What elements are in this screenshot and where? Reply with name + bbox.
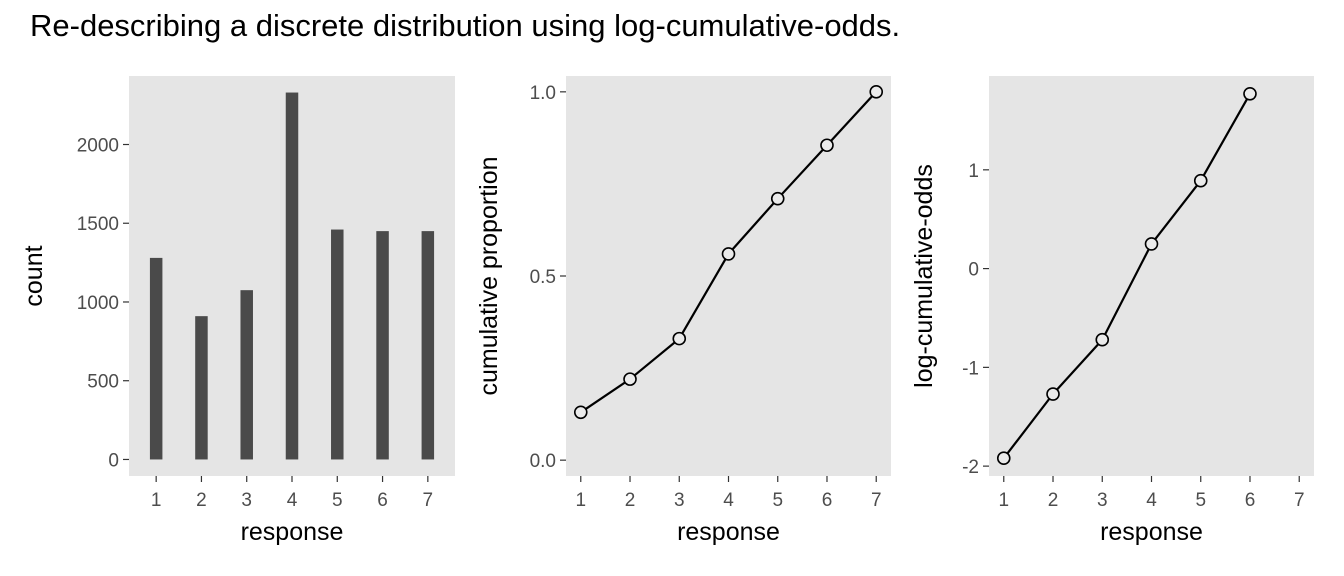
- cumulative-proportion-panel: 0.0 0.5 1.0 1 2 3 4 5 6 7 response cumulative propo…: [475, 76, 891, 546]
- panel-background: [989, 76, 1314, 476]
- x-tick-label: 3: [241, 490, 252, 511]
- figure-title: Re-describing a discrete distribution us…: [30, 8, 901, 43]
- data-point: [573, 405, 588, 420]
- y-tick-label: 0.5: [530, 267, 556, 288]
- bar: [240, 290, 253, 460]
- x-tick-label: 1: [151, 490, 162, 511]
- y-tick-label: 0: [108, 450, 119, 471]
- y-tick-label: 0.0: [530, 451, 556, 472]
- x-tick-label: 3: [674, 490, 685, 511]
- data-point: [770, 191, 785, 206]
- x-tick-label: 3: [1097, 490, 1108, 511]
- data-point: [672, 331, 687, 346]
- data-point: [869, 85, 884, 99]
- y-tick-label: 1000: [77, 293, 119, 314]
- x-tick-label: 5: [332, 490, 343, 511]
- y-axis-title: log-cumulative-odds: [910, 164, 938, 388]
- panel-background: [566, 76, 891, 476]
- bar: [195, 316, 208, 460]
- data-point: [820, 138, 834, 153]
- data-point: [1193, 173, 1208, 188]
- data-point: [721, 247, 736, 261]
- data-point: [1243, 86, 1257, 101]
- y-tick-label: 500: [87, 372, 119, 393]
- x-tick-label: 1: [998, 490, 1009, 511]
- x-axis-title: response: [1100, 518, 1203, 546]
- y-tick-label: -1: [962, 358, 979, 379]
- data-point: [1144, 237, 1159, 251]
- x-tick-label: 2: [1048, 490, 1059, 511]
- x-tick-label: 2: [625, 490, 636, 511]
- data-point: [1095, 332, 1110, 347]
- x-tick-label: 4: [1146, 490, 1157, 511]
- data-point: [996, 451, 1011, 466]
- x-tick-label: 7: [423, 490, 434, 511]
- x-tick-label: 5: [772, 490, 783, 511]
- y-tick-label: 1500: [77, 214, 119, 235]
- bar: [376, 231, 389, 460]
- bar: [331, 229, 344, 460]
- count-panel: 0 500 1000 1500 2000 1 2 3 4 5 6 7 response count: [20, 76, 455, 546]
- x-tick-label: 6: [822, 490, 833, 511]
- x-tick-label: 7: [871, 490, 882, 511]
- x-axis-title: response: [241, 518, 344, 546]
- x-tick-label: 6: [377, 490, 388, 511]
- y-tick-label: 2000: [77, 136, 119, 157]
- bar: [285, 92, 299, 460]
- x-tick-label: 1: [575, 490, 586, 511]
- series-line: [1002, 93, 1251, 459]
- bar: [421, 231, 435, 460]
- data-point: [623, 372, 637, 386]
- x-tick-label: 6: [1245, 490, 1256, 511]
- x-tick-label: 2: [196, 490, 207, 511]
- log-cumulative-odds-panel: -2 -1 0 1 1 2 3 4 5 6 7 response log-cumulative-odds: [910, 76, 1314, 546]
- y-tick-label: 1.0: [530, 83, 556, 104]
- y-tick-label: 0: [968, 260, 979, 281]
- x-tick-label: 5: [1195, 490, 1206, 511]
- x-tick-label: 4: [287, 490, 298, 511]
- y-tick-label: 1: [968, 161, 979, 182]
- y-axis-title: cumulative proportion: [475, 156, 503, 395]
- x-tick-label: 7: [1294, 490, 1305, 511]
- data-point: [1046, 387, 1060, 401]
- y-tick-label: -2: [962, 457, 979, 478]
- x-tick-label: 4: [723, 490, 734, 511]
- bar: [149, 257, 163, 460]
- y-axis-title: count: [20, 245, 48, 306]
- x-axis-title: response: [677, 518, 780, 546]
